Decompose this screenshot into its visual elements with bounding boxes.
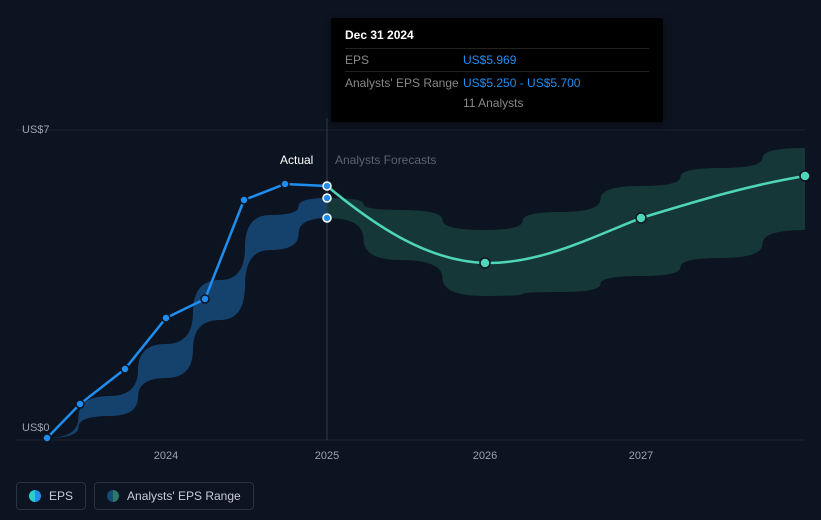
tooltip-value: US$5.969 <box>463 53 516 67</box>
legend-label: Analysts' EPS Range <box>127 489 241 503</box>
legend-label: EPS <box>49 489 73 503</box>
y-axis-label: US$0 <box>22 422 50 434</box>
section-label-forecast: Analysts Forecasts <box>335 153 436 167</box>
tooltip-row: Analysts' EPS Range US$5.250 - US$5.700 <box>345 71 649 94</box>
tooltip-date: Dec 31 2024 <box>345 28 649 42</box>
tooltip-label: Analysts' EPS Range <box>345 76 463 90</box>
tooltip-label: EPS <box>345 53 463 67</box>
chart-legend: EPS Analysts' EPS Range <box>16 482 254 510</box>
x-axis-label: 2026 <box>473 450 497 462</box>
tooltip-row: EPS US$5.969 <box>345 48 649 71</box>
x-axis-label: 2024 <box>154 450 178 462</box>
tooltip-value: US$5.250 - US$5.700 <box>463 76 580 90</box>
chart-tooltip: Dec 31 2024 EPS US$5.969 Analysts' EPS R… <box>331 18 663 122</box>
legend-item-range[interactable]: Analysts' EPS Range <box>94 482 254 510</box>
legend-swatch <box>29 490 41 502</box>
y-axis-label: US$7 <box>22 124 50 136</box>
eps-chart: US$0 US$7 2024 2025 2026 2027 Actual Analys… <box>0 0 821 520</box>
section-label-actual: Actual <box>280 153 313 167</box>
legend-swatch <box>107 490 119 502</box>
legend-item-eps[interactable]: EPS <box>16 482 86 510</box>
analysts-range-actual <box>47 198 327 438</box>
x-axis-label: 2025 <box>315 450 339 462</box>
x-axis-label: 2027 <box>629 450 653 462</box>
analysts-range-forecast <box>327 148 805 296</box>
tooltip-subtext: 11 Analysts <box>463 94 649 110</box>
